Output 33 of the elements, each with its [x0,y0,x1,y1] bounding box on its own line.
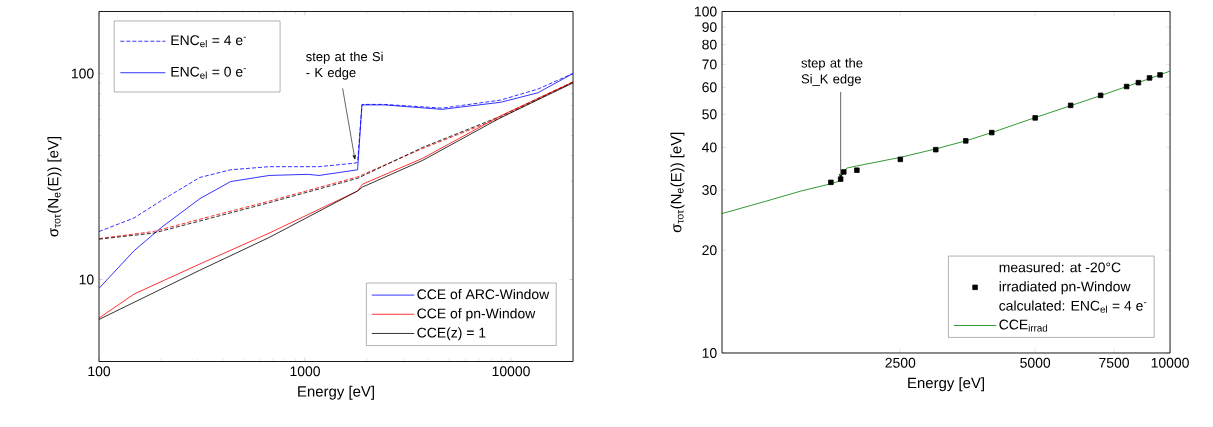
y-tick-label: 80 [702,39,717,50]
legend-label: CCE of pn-Window [417,308,536,322]
y-tick-label: 40 [701,142,717,153]
x-tick-label: 7500 [1099,357,1129,368]
legend-label: ENC$_{el}$ = 4 e$^{-}$ [171,35,246,48]
x-axis-title: Energy [eV] [908,377,984,392]
y-tick-label: 90 [702,22,717,33]
annotation: step at the Si_K edge [801,58,863,87]
legend-label: CCE(z) = 1 [417,327,486,341]
x-tick-label: 2500 [885,357,916,368]
x-tick-label: 100 [88,366,111,377]
y-axis-title: σ$_{τοτ}$(N$_{e}$(E)) [eV] [47,136,62,237]
y-tick-label: 30 [702,185,717,195]
y-tick-label: 100 [694,6,717,17]
y-tick-label: 10 [702,348,717,358]
x-tick-label: 5000 [1020,357,1051,368]
y-tick-label: 20 [702,245,717,256]
x-tick-label: 1000 [290,366,320,377]
y-tick-label: 50 [702,109,717,120]
y-tick-label: 70 [702,59,717,70]
legend-label: CCE of ARC-Window [417,288,550,300]
y-tick-label: 60 [702,82,717,93]
y-tick-label: 10 [79,274,94,285]
y-axis-title: σ$_{τοτ}$(N$_{e}$(E)) [eV] [670,132,685,233]
annotation: step at the Si - K edge [306,51,383,80]
legend-label: irradiated pn-Window [999,281,1131,295]
annotation: ENC$_{el}$ = 0 e$^{-}$ [171,66,246,79]
legend-label: CCE$_{irrad}$ [999,319,1048,332]
x-axis-title: Energy [eV] [298,385,374,400]
x-tick-label: 10000 [1151,357,1189,368]
x-tick-label: 10000 [492,366,530,377]
annotation: calculated: ENC$_{el}$ = 4 e$^{-}$ [999,300,1147,313]
annotation: measured: at -20°C [999,262,1121,273]
